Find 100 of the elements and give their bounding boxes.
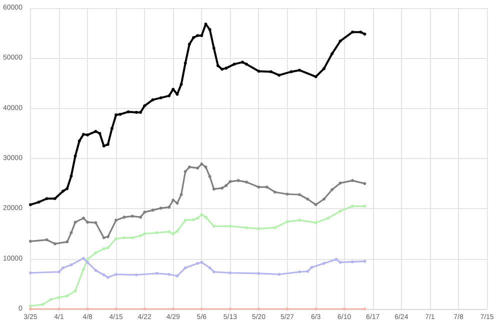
point — [245, 226, 248, 230]
point — [180, 193, 183, 196]
point — [286, 220, 289, 224]
point — [363, 204, 366, 208]
point — [139, 216, 142, 219]
point — [350, 179, 354, 182]
point — [322, 262, 326, 265]
point — [102, 273, 106, 276]
point — [155, 272, 158, 275]
point — [359, 30, 362, 34]
point — [363, 32, 366, 36]
point — [176, 274, 179, 278]
point — [122, 216, 126, 219]
point — [192, 36, 196, 40]
point — [228, 271, 232, 274]
point — [330, 188, 334, 192]
point — [82, 132, 85, 136]
point — [168, 206, 171, 209]
point — [176, 230, 179, 233]
point — [200, 34, 204, 38]
point — [274, 190, 277, 194]
point — [114, 272, 118, 276]
point — [176, 202, 179, 205]
point — [86, 220, 90, 224]
point — [314, 75, 318, 78]
point — [106, 276, 110, 279]
point — [114, 237, 118, 240]
point — [212, 270, 216, 274]
point — [232, 62, 236, 66]
point — [184, 170, 187, 174]
point — [41, 302, 44, 306]
point — [122, 236, 126, 240]
point — [45, 238, 48, 242]
point — [306, 270, 310, 273]
point — [196, 216, 200, 220]
point — [196, 34, 200, 38]
point — [70, 231, 73, 234]
point — [278, 272, 281, 276]
point — [74, 154, 77, 158]
point — [53, 197, 56, 200]
point — [334, 258, 338, 261]
point — [269, 70, 272, 74]
point — [159, 206, 162, 210]
point — [208, 28, 212, 32]
point — [192, 218, 196, 222]
point — [118, 112, 122, 116]
point — [350, 204, 354, 208]
point — [82, 268, 85, 271]
point — [143, 232, 146, 236]
point — [126, 110, 130, 114]
point — [49, 298, 52, 301]
point — [290, 70, 293, 74]
point — [37, 200, 40, 204]
point — [363, 308, 366, 310]
point — [102, 144, 106, 148]
point — [350, 260, 354, 264]
point — [45, 197, 48, 200]
point — [94, 251, 98, 254]
point — [274, 226, 277, 230]
point — [78, 139, 81, 142]
point — [102, 247, 106, 250]
point — [363, 260, 366, 263]
point — [168, 230, 171, 234]
point — [184, 62, 187, 65]
point — [184, 266, 187, 270]
point — [286, 192, 289, 196]
point — [208, 175, 212, 178]
point — [106, 246, 110, 250]
point — [257, 70, 260, 73]
point — [298, 270, 301, 274]
point — [94, 130, 98, 133]
point — [168, 272, 171, 276]
point — [180, 82, 183, 86]
point — [184, 218, 187, 222]
point — [298, 68, 301, 72]
point — [98, 132, 102, 135]
point — [86, 260, 90, 264]
point — [159, 96, 162, 100]
point — [224, 66, 228, 70]
point — [212, 46, 216, 50]
point — [245, 180, 248, 184]
point — [298, 193, 301, 196]
point — [265, 186, 268, 189]
point — [245, 62, 248, 66]
point — [257, 186, 260, 189]
point — [257, 227, 260, 230]
point — [94, 221, 98, 224]
point — [172, 198, 175, 202]
point — [220, 68, 224, 71]
point — [134, 110, 138, 114]
point — [212, 188, 216, 191]
point — [236, 179, 240, 182]
point — [314, 221, 318, 224]
point — [196, 262, 200, 265]
point — [70, 263, 73, 266]
point — [278, 74, 281, 77]
point — [114, 218, 118, 222]
point — [200, 162, 204, 166]
point — [139, 234, 142, 238]
line-series — [28, 22, 366, 206]
